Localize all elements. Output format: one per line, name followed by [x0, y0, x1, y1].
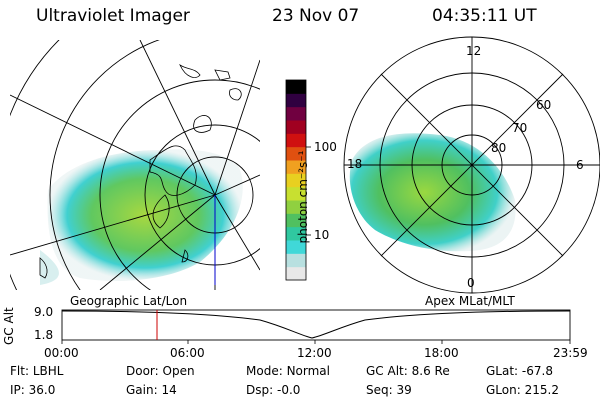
colorbar-tick-10: 10 [314, 228, 330, 242]
dsp-value: -0.0 [276, 383, 301, 397]
geographic-map [10, 40, 260, 290]
colorbar-segment [286, 266, 306, 281]
colorbar-segment [286, 120, 306, 134]
colorbar-segment [286, 133, 306, 148]
colorbar-segment [286, 160, 306, 174]
timeline-xtick-1800: 18:00 [424, 346, 459, 360]
timeline-xtick-2359: 23:59 [553, 346, 588, 360]
mlt-label-0: 0 [467, 276, 475, 290]
status-gain: Gain: 14 [126, 383, 177, 397]
status-dsp: Dsp: -0.0 [246, 383, 301, 397]
time-label: 04:35:11 UT [432, 6, 537, 26]
colorbar-segment [286, 200, 306, 214]
status-ip: IP: 36.0 [10, 383, 56, 397]
altitude-timeline [61, 309, 571, 344]
glat-value: -67.8 [521, 364, 553, 378]
timeline-ytick-1-8: 1.8 [34, 328, 54, 342]
timeline-axis-label: GC Alt [2, 307, 16, 345]
mlt-label-12: 12 [466, 44, 482, 58]
colorbar-segment [286, 173, 306, 188]
colorbar [286, 80, 306, 281]
colorbar-segment [286, 226, 306, 241]
mlt-label-6: 6 [576, 158, 584, 172]
ip-value: 36.0 [28, 383, 56, 397]
status-glon: GLon: 215.2 [486, 383, 559, 397]
seq-value: 39 [396, 383, 412, 397]
timeline-xtick-0000: 00:00 [44, 346, 79, 360]
coastlines [39, 63, 242, 279]
altitude-curve [61, 310, 571, 339]
mlat-label-70: 70 [512, 121, 528, 135]
colorbar-ticks [306, 146, 311, 236]
colorbar-segment [286, 213, 306, 228]
status-door: Door: Open [126, 364, 195, 378]
flt-value: LBHL [32, 364, 64, 378]
mlat-label-60: 60 [536, 98, 552, 112]
colorbar-segment [286, 80, 306, 94]
timeline-xtick-1200: 12:00 [297, 346, 332, 360]
status-flt: Flt: LBHL [10, 364, 64, 378]
glon-value: 215.2 [524, 383, 559, 397]
mlt-label-18: 18 [347, 157, 363, 171]
status-glat: GLat: -67.8 [486, 364, 553, 378]
colorbar-segment [286, 146, 306, 161]
timeline-ytick-9: 9.0 [34, 305, 54, 319]
date-label: 23 Nov 07 [272, 6, 360, 26]
mlat-label-80: 80 [491, 141, 507, 155]
colorbar-segment [286, 253, 306, 268]
gcalt-value: 8.6 Re [411, 364, 450, 378]
colorbar-segment [286, 186, 306, 201]
colorbar-segment [286, 106, 306, 121]
magnetic-polar-plot [343, 36, 600, 294]
instrument-title: Ultraviolet Imager [36, 6, 190, 26]
door-value: Open [162, 364, 195, 378]
colorbar-tick-100: 100 [314, 140, 337, 154]
status-mode: Mode: Normal [246, 364, 330, 378]
mlt-lines [344, 37, 600, 293]
gain-value: 14 [161, 383, 177, 397]
colorbar-segment [286, 93, 306, 108]
mode-value: Normal [286, 364, 330, 378]
magnetic-caption: Apex MLat/MLT [425, 294, 515, 308]
timeline-xtick-0600: 06:00 [170, 346, 205, 360]
geographic-caption: Geographic Lat/Lon [70, 294, 188, 308]
colorbar-label: photon cm⁻²s⁻¹ [296, 150, 310, 244]
colorbar-segment [286, 240, 306, 254]
status-gcalt: GC Alt: 8.6 Re [366, 364, 450, 378]
status-seq: Seq: 39 [366, 383, 412, 397]
